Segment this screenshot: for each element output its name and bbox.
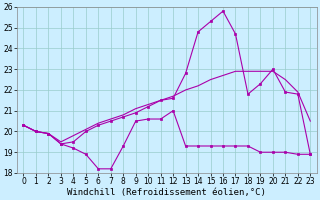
X-axis label: Windchill (Refroidissement éolien,°C): Windchill (Refroidissement éolien,°C) bbox=[68, 188, 266, 197]
